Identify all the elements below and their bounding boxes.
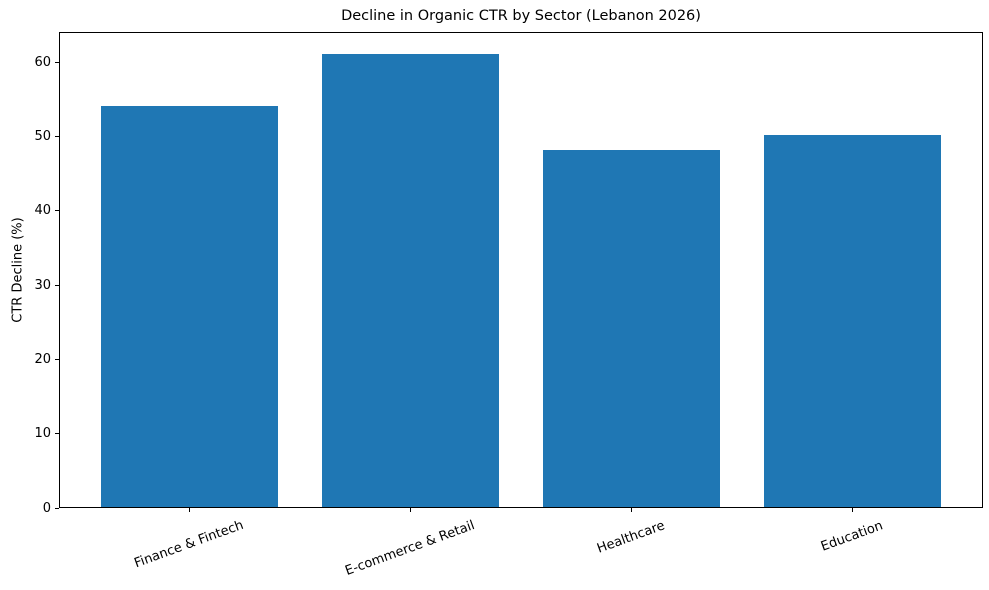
y-tick-label: 40 (34, 203, 51, 219)
y-tick-label: 30 (34, 277, 51, 293)
y-tick-mark (55, 61, 59, 63)
bar-education (763, 135, 941, 507)
chart-title: Decline in Organic CTR by Sector (Lebano… (341, 8, 701, 24)
y-tick-label: 60 (34, 54, 51, 70)
y-tick-label: 20 (34, 351, 51, 367)
y-tick-label: 50 (34, 128, 51, 144)
y-tick-mark (55, 210, 59, 212)
y-tick-mark (55, 507, 59, 509)
x-tick-mark (851, 508, 853, 512)
x-tick-label-healthcare: Healthcare (595, 518, 667, 557)
plot-area (59, 32, 983, 508)
x-tick-mark (409, 508, 411, 512)
y-tick-label: 0 (42, 500, 51, 516)
y-tick-mark (55, 358, 59, 360)
bar-healthcare (542, 150, 720, 507)
x-tick-mark (630, 508, 632, 512)
x-tick-label-education: Education (819, 518, 885, 555)
y-tick-mark (55, 433, 59, 435)
bar-finance-fintech (100, 105, 278, 507)
y-tick-mark (55, 135, 59, 137)
bar-e-commerce-retail (321, 53, 499, 507)
x-tick-label-e-commerce-retail: E-commerce & Retail (343, 518, 477, 579)
y-axis-label: CTR Decline (%) (10, 217, 26, 323)
x-tick-mark (188, 508, 190, 512)
x-tick-label-finance-fintech: Finance & Fintech (132, 517, 246, 572)
y-tick-label: 10 (34, 426, 51, 442)
y-tick-mark (55, 284, 59, 286)
